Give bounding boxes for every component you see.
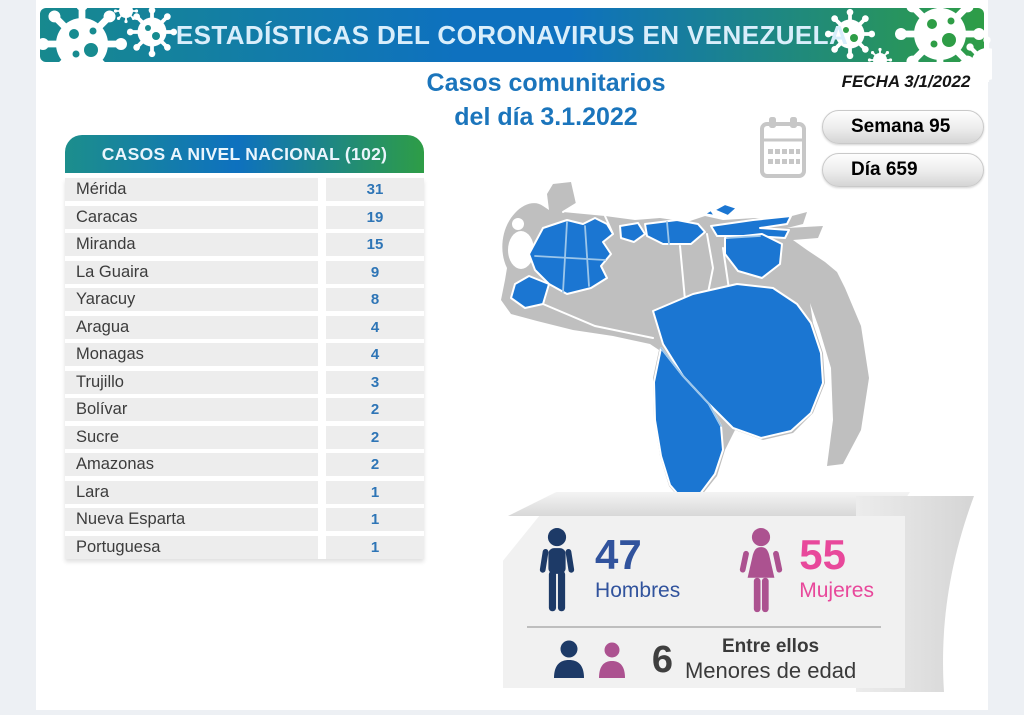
minors-stat: 6 Entre ellos Menores de edad: [503, 636, 905, 684]
cases-table-rows: Mérida 31 Caracas 19 Miranda 15 La Guaira 9 Yara…: [65, 178, 424, 559]
demographics-card: 47 Hombres 55 Mujeres: [503, 516, 905, 688]
day-badge: Día 659: [822, 153, 984, 187]
map-region-merida: [510, 275, 550, 309]
table-row: Bolívar 2: [65, 398, 424, 421]
map-region-nueva-esparta-2: [703, 209, 716, 217]
map-region-caracas-miranda: [644, 219, 706, 245]
table-row: Caracas 19: [65, 205, 424, 229]
cases-table: CASOS A NIVEL NACIONAL (102) Mérida 31 Car…: [65, 135, 424, 559]
state-cases: 4: [326, 343, 424, 366]
state-cases: 1: [326, 508, 424, 531]
minors-line2: Menores de edad: [684, 658, 857, 683]
header-banner: ESTADÍSTICAS DEL CORONAVIRUS EN VENEZUEL…: [40, 0, 984, 62]
state-name: Miranda: [65, 233, 318, 256]
table-row: Amazonas 2: [65, 453, 424, 476]
state-name: Aragua: [65, 315, 318, 339]
infographic-page: ESTADÍSTICAS DEL CORONAVIRUS EN VENEZUEL…: [36, 0, 988, 710]
women-stat: 55 Mujeres: [738, 528, 874, 616]
state-name: Mérida: [65, 178, 318, 201]
state-name: Portuguesa: [65, 535, 318, 559]
state-cases: 1: [326, 480, 424, 504]
state-cases: 2: [326, 425, 424, 449]
table-row: Nueva Esparta 1: [65, 508, 424, 531]
subtitle-line2: del día 3.1.2022: [454, 103, 638, 131]
state-name: Monagas: [65, 343, 318, 366]
state-name: Trujillo: [65, 370, 318, 394]
venezuela-map: [501, 182, 869, 502]
state-name: Yaracuy: [65, 288, 318, 311]
map-region-nueva-esparta: [713, 203, 738, 217]
girl-bust-icon: [598, 642, 625, 678]
table-row: Lara 1: [65, 480, 424, 504]
table-row: Trujillo 3: [65, 370, 424, 394]
table-row: Mérida 31: [65, 178, 424, 201]
state-cases: 19: [326, 205, 424, 229]
calendar-icon: [760, 117, 806, 178]
state-name: Amazonas: [65, 453, 318, 476]
state-name: Nueva Esparta: [65, 508, 318, 531]
date-label: FECHA 3/1/2022: [841, 72, 971, 91]
state-cases: 15: [326, 233, 424, 256]
state-name: Caracas: [65, 205, 318, 229]
state-cases: 9: [326, 260, 424, 284]
state-cases: 31: [326, 178, 424, 201]
state-cases: 4: [326, 315, 424, 339]
table-row: Monagas 4: [65, 343, 424, 366]
state-name: La Guaira: [65, 260, 318, 284]
state-cases: 2: [326, 398, 424, 421]
women-label: Mujeres: [799, 579, 874, 602]
map-region-monagas: [724, 233, 783, 279]
woman-icon: [740, 528, 783, 613]
state-cases: 1: [326, 535, 424, 559]
cases-table-title: CASOS A NIVEL NACIONAL (102): [65, 135, 424, 173]
state-name: Lara: [65, 480, 318, 504]
men-label: Hombres: [595, 579, 681, 602]
minors-line1: Entre ellos: [721, 636, 820, 657]
map-region-aragua: [619, 222, 646, 243]
state-cases: 2: [326, 453, 424, 476]
table-row: La Guaira 9: [65, 260, 424, 284]
state-cases: 3: [326, 370, 424, 394]
subtitle: Casos comunitarios del día 3.1.2022: [166, 66, 926, 134]
table-row: Aragua 4: [65, 315, 424, 339]
men-count: 47: [595, 531, 642, 578]
state-name: Sucre: [65, 425, 318, 449]
man-icon: [539, 528, 575, 612]
card-divider: [527, 626, 881, 628]
boy-bust-icon: [553, 640, 584, 678]
stats-panel-fold: [508, 492, 910, 516]
women-count: 55: [799, 531, 846, 578]
minors-count: 6: [651, 639, 673, 681]
state-cases: 8: [326, 288, 424, 311]
table-row: Portuguesa 1: [65, 535, 424, 559]
map-region-andes: [528, 217, 614, 295]
subtitle-line1: Casos comunitarios: [426, 69, 666, 97]
table-row: Yaracuy 8: [65, 288, 424, 311]
week-badge: Semana 95: [822, 110, 984, 144]
minors-icons: [553, 640, 625, 678]
table-row: Miranda 15: [65, 233, 424, 256]
men-stat: 47 Hombres: [534, 528, 680, 616]
page-title: ESTADÍSTICAS DEL CORONAVIRUS EN VENEZUEL…: [175, 20, 849, 50]
table-row: Sucre 2: [65, 425, 424, 449]
state-name: Bolívar: [65, 398, 318, 421]
